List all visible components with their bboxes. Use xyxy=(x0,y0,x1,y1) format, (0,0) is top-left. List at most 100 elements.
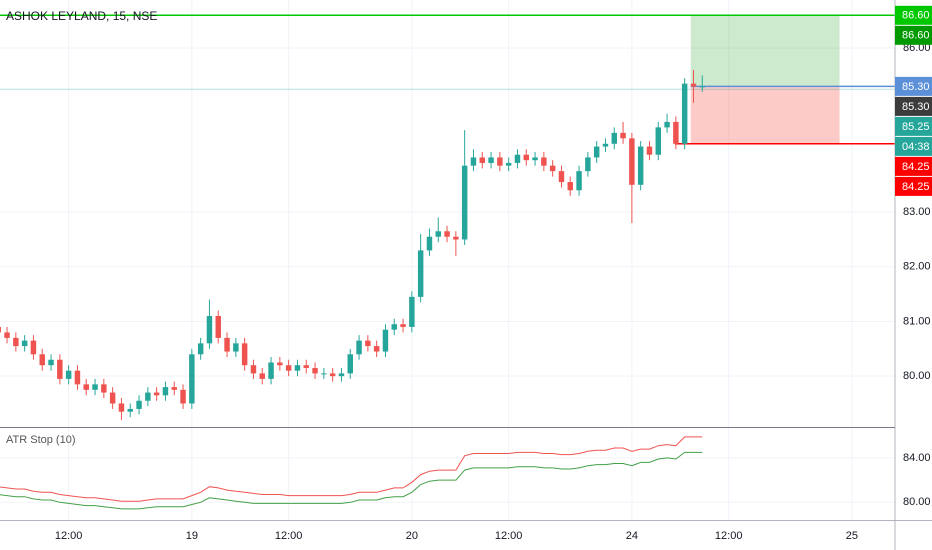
price-label: 84.25 xyxy=(902,181,930,193)
candle-body xyxy=(444,231,450,237)
candle-body xyxy=(488,157,494,163)
candle-body xyxy=(664,121,670,128)
price-label-box xyxy=(895,156,932,176)
candle-body xyxy=(189,354,195,404)
price-label-box xyxy=(895,96,932,116)
candle-body xyxy=(620,132,626,139)
candle-body xyxy=(400,324,406,327)
candle-body xyxy=(567,182,573,191)
price-label: 85.30 xyxy=(902,101,930,113)
candle-body xyxy=(409,296,415,327)
x-tick-label: 24 xyxy=(626,530,638,542)
candle-body xyxy=(391,324,397,330)
candle-body xyxy=(655,127,661,155)
candle-body xyxy=(180,389,186,404)
x-tick-label: 25 xyxy=(846,530,858,542)
price-label-box xyxy=(895,176,932,196)
candle-body xyxy=(0,326,1,333)
candle-body xyxy=(74,370,81,385)
candle-body xyxy=(558,171,565,183)
candle-body xyxy=(637,146,644,185)
candle-body xyxy=(356,340,362,355)
candle-body xyxy=(699,86,705,88)
candle-body xyxy=(417,250,424,297)
candle-body xyxy=(21,340,28,347)
candle-body xyxy=(118,403,125,412)
candle-body xyxy=(453,236,459,240)
candle-body xyxy=(479,157,485,163)
candle-body xyxy=(127,408,133,412)
candle-body xyxy=(109,392,116,404)
candle-body xyxy=(48,359,54,366)
candle-body xyxy=(329,373,336,377)
x-tick-label: 19 xyxy=(186,530,198,542)
candle-body xyxy=(233,343,239,352)
candle-body xyxy=(206,316,213,344)
candle-body xyxy=(602,143,609,147)
candle-body xyxy=(277,362,283,366)
candle-body xyxy=(197,343,204,355)
x-tick-label: 20 xyxy=(406,530,418,542)
candle-body xyxy=(629,138,635,185)
price-label-box xyxy=(895,116,932,136)
candle-body xyxy=(312,367,318,374)
candle-body xyxy=(259,373,265,379)
candle-body xyxy=(65,370,72,379)
plot xyxy=(0,69,705,510)
candle-body xyxy=(673,121,679,144)
candle-body xyxy=(497,157,503,166)
price-label-box xyxy=(895,25,932,45)
candle-body xyxy=(593,146,600,158)
y2-tick-label: 80.00 xyxy=(903,496,931,508)
atr-line xyxy=(0,451,703,510)
candle-body xyxy=(92,384,98,390)
candle-body xyxy=(611,132,617,144)
price-label: 85.30 xyxy=(902,81,930,93)
candle-body xyxy=(461,165,468,240)
candle-body xyxy=(470,157,477,166)
candle-body xyxy=(514,154,521,163)
candle-body xyxy=(145,392,151,401)
price-label: 85.25 xyxy=(902,121,930,133)
candle-body xyxy=(294,365,301,371)
atr-line xyxy=(0,436,703,502)
candle-body xyxy=(224,337,230,352)
candle-body xyxy=(303,365,309,368)
candle-body xyxy=(13,337,19,347)
candle-body xyxy=(382,329,389,352)
candle-body xyxy=(338,373,345,377)
price-label-box xyxy=(895,76,932,96)
countdown-label-box xyxy=(895,136,932,156)
candle-body xyxy=(549,165,556,172)
candle-body xyxy=(268,362,274,379)
candle-body xyxy=(4,332,10,338)
candle-body xyxy=(171,387,177,390)
y-tick-label: 81.00 xyxy=(903,315,931,327)
profit-zone xyxy=(690,15,840,87)
countdown-label: 04:38 xyxy=(902,141,930,153)
price-label-box xyxy=(895,5,932,25)
candle-body xyxy=(57,359,63,379)
x-tick-label: 12:00 xyxy=(495,530,523,542)
loss-zone xyxy=(690,86,840,144)
labels: 12:00 19 12:00 20 12:00 24 12:00 25 80.00 81.00 82… xyxy=(55,5,932,542)
x-tick-label: 12:00 xyxy=(275,530,303,542)
y-tick-label: 86.00 xyxy=(903,42,931,54)
candle-body xyxy=(426,236,433,251)
price-label: 84.25 xyxy=(902,161,930,173)
candle-body xyxy=(373,346,380,352)
price-label: 86.60 xyxy=(902,30,930,42)
chart-title: ASHOK LEYLAND, 15, NSE xyxy=(6,9,157,23)
position-tool xyxy=(0,14,895,145)
candle-body xyxy=(681,83,688,144)
x-tick-label: 12:00 xyxy=(715,530,743,542)
candle-body xyxy=(241,343,248,366)
y2-tick-label: 84.00 xyxy=(903,452,931,464)
indicator-title: ATR Stop (10) xyxy=(6,434,76,446)
x-tick-label: 12:00 xyxy=(55,530,83,542)
candle-body xyxy=(101,384,107,393)
candle-body xyxy=(39,354,45,366)
y-tick-label: 80.00 xyxy=(903,370,931,382)
